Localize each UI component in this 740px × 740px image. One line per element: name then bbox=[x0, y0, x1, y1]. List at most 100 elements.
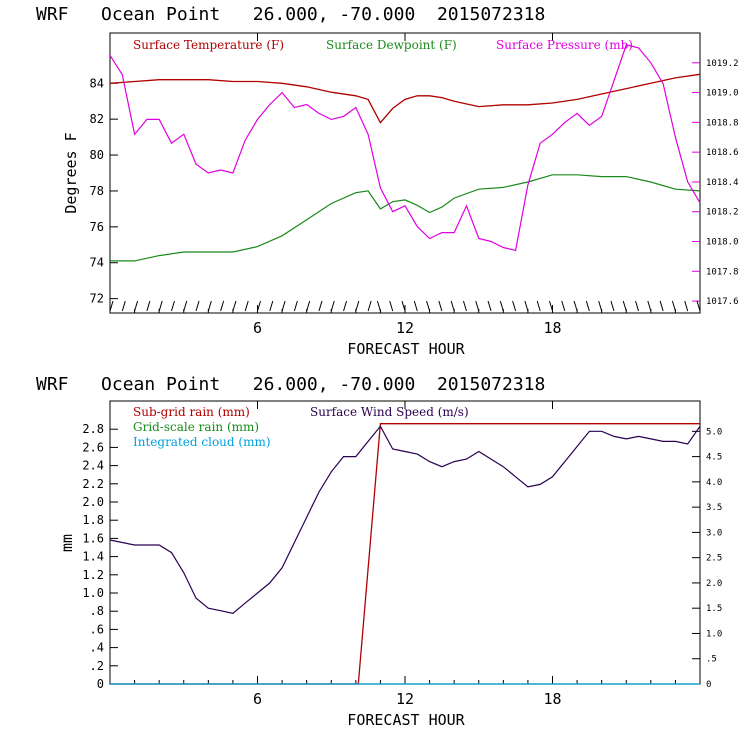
y-tick-label: 78 bbox=[90, 184, 104, 198]
wind-barb bbox=[135, 301, 138, 311]
series-line-surface-dewpoint-f bbox=[110, 175, 700, 261]
wind-barb bbox=[525, 301, 528, 311]
legend-surface-pressure: Surface Pressure (mb) bbox=[496, 38, 633, 52]
wind-barb bbox=[319, 301, 322, 311]
wind-barb bbox=[623, 301, 626, 311]
y2-tick-label: 1018.0 bbox=[706, 238, 739, 248]
y2-tick-label: 1017.8 bbox=[706, 267, 739, 277]
y2-tick-label: 1.0 bbox=[706, 629, 722, 639]
wind-barb bbox=[344, 301, 347, 311]
wind-barb bbox=[611, 301, 614, 311]
wind-barb bbox=[427, 301, 430, 311]
wind-barb bbox=[208, 301, 211, 311]
y2-tick-label: 1019.0 bbox=[706, 89, 739, 99]
y2-tick-label: 1019.2 bbox=[706, 59, 739, 69]
wind-barb bbox=[159, 301, 162, 311]
y-tick-label: 84 bbox=[90, 76, 104, 90]
y-tick-label: 1.4 bbox=[82, 550, 104, 564]
wind-barb bbox=[488, 301, 491, 311]
y-tick-label: 1.0 bbox=[82, 586, 104, 600]
y-tick-label: 0 bbox=[97, 677, 104, 691]
wind-barb bbox=[171, 301, 174, 311]
y2-tick-label: 3.5 bbox=[706, 503, 722, 513]
x-tick-label: 12 bbox=[396, 690, 414, 708]
y-tick-label: 1.2 bbox=[82, 568, 104, 582]
series-line-surface-temperature-f bbox=[110, 74, 700, 122]
y-tick-label: 2.2 bbox=[82, 477, 104, 491]
legend-surface-wind-speed: Surface Wind Speed (m/s) bbox=[310, 405, 469, 419]
y-tick-label: 2.6 bbox=[82, 440, 104, 454]
legend-integrated-cloud: Integrated cloud (mm) bbox=[133, 435, 271, 449]
y2-tick-label: 1018.4 bbox=[706, 178, 739, 188]
wind-barb bbox=[184, 301, 187, 311]
series-line-sub-grid-rain-mm bbox=[110, 424, 700, 684]
wind-barb bbox=[282, 301, 285, 311]
y2-tick-label: 1.5 bbox=[706, 604, 722, 614]
wind-barb bbox=[672, 301, 675, 311]
wind-barb bbox=[439, 301, 442, 311]
top-chart-title: WRF Ocean Point 26.000, -70.000 20150723… bbox=[36, 4, 545, 25]
y-tick-label: .6 bbox=[90, 622, 104, 636]
wind-barb bbox=[390, 301, 393, 311]
y2-tick-label: 1017.6 bbox=[706, 297, 739, 307]
series-line-surface-wind-speed-m-s bbox=[110, 426, 700, 613]
wind-barb bbox=[356, 301, 359, 311]
top-x-axis-label: FORECAST HOUR bbox=[347, 340, 465, 358]
y-tick-label: 82 bbox=[90, 112, 104, 126]
forecast-meteogram: WRF Ocean Point 26.000, -70.000 20150723… bbox=[0, 0, 740, 740]
wind-barb bbox=[147, 301, 150, 311]
wind-barb bbox=[648, 301, 651, 311]
y-tick-label: 74 bbox=[90, 256, 104, 270]
wind-barb bbox=[586, 301, 589, 311]
y2-tick-label: 4.5 bbox=[706, 453, 722, 463]
y-tick-label: 80 bbox=[90, 148, 104, 162]
y2-tick-label: 1018.8 bbox=[706, 118, 739, 128]
wind-barb bbox=[245, 301, 248, 311]
y2-tick-label: 4.0 bbox=[706, 478, 722, 488]
wind-barb bbox=[377, 301, 380, 311]
wind-barb bbox=[451, 301, 454, 311]
y-tick-label: 76 bbox=[90, 220, 104, 234]
y-tick-label: .2 bbox=[90, 659, 104, 673]
top-plot-frame bbox=[110, 33, 700, 313]
wind-barb bbox=[122, 301, 125, 311]
wind-barb bbox=[270, 301, 273, 311]
y2-tick-label: 5.0 bbox=[706, 427, 722, 437]
x-tick-label: 6 bbox=[253, 690, 262, 708]
wind-barb bbox=[196, 301, 199, 311]
y-tick-label: .4 bbox=[90, 641, 104, 655]
wind-barb bbox=[574, 301, 577, 311]
wind-barb bbox=[368, 301, 371, 311]
legend-surface-dewpoint: Surface Dewpoint (F) bbox=[326, 38, 457, 52]
x-tick-label: 12 bbox=[396, 319, 414, 337]
wind-barb bbox=[500, 301, 503, 311]
wind-barb bbox=[331, 301, 334, 311]
wind-barb bbox=[463, 301, 466, 311]
y2-tick-label: 2.0 bbox=[706, 579, 722, 589]
y-tick-label: 72 bbox=[90, 292, 104, 306]
wind-barb bbox=[476, 301, 479, 311]
legend-sub-grid-rain: Sub-grid rain (mm) bbox=[133, 405, 250, 419]
legend-grid-scale-rain: Grid-scale rain (mm) bbox=[133, 420, 259, 434]
x-tick-label: 6 bbox=[253, 319, 262, 337]
y2-tick-label: 0 bbox=[706, 680, 711, 690]
wind-barb bbox=[307, 301, 310, 311]
y-tick-label: 2.0 bbox=[82, 495, 104, 509]
y2-tick-label: 2.5 bbox=[706, 554, 722, 564]
wind-barb bbox=[636, 301, 639, 311]
wind-barb bbox=[685, 301, 688, 311]
bottom-x-axis-label: FORECAST HOUR bbox=[347, 711, 465, 729]
wind-barb bbox=[513, 301, 516, 311]
wind-barb bbox=[660, 301, 663, 311]
wind-barb bbox=[221, 301, 224, 311]
wind-barb bbox=[562, 301, 565, 311]
y-tick-label: 2.4 bbox=[82, 459, 104, 473]
y2-tick-label: 3.0 bbox=[706, 528, 722, 538]
wind-barb bbox=[233, 301, 236, 311]
y-tick-label: 1.6 bbox=[82, 531, 104, 545]
wind-barb bbox=[414, 301, 417, 311]
x-tick-label: 18 bbox=[543, 690, 561, 708]
top-y-axis-label: Degrees F bbox=[62, 132, 80, 213]
y-tick-label: .8 bbox=[90, 604, 104, 618]
y-tick-label: 2.8 bbox=[82, 422, 104, 436]
